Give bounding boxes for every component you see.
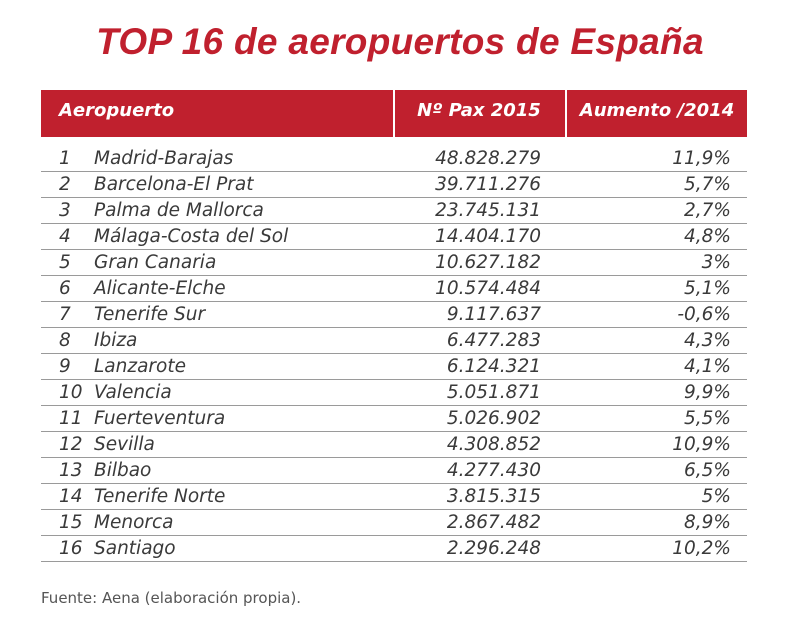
passengers-cell: 48.828.279 [435, 148, 541, 169]
airport-name-cell: Lanzarote [94, 356, 186, 377]
rank-cell: 13 [59, 460, 83, 481]
rank-cell: 10 [59, 382, 83, 403]
table-row: 11 Fuerteventura 5.026.902 5,5% [41, 406, 747, 432]
growth-cell: 8,9% [684, 512, 731, 533]
airport-name-cell: Bilbao [94, 460, 152, 481]
growth-cell: 11,9% [672, 148, 731, 169]
growth-cell: -0,6% [677, 304, 731, 325]
rank-cell: 11 [59, 408, 83, 429]
passengers-cell: 9.117.637 [446, 304, 541, 325]
column-divider [393, 90, 395, 137]
rank-cell: 14 [59, 486, 83, 507]
growth-cell: 4,8% [684, 226, 731, 247]
growth-cell: 4,3% [684, 330, 731, 351]
rank-cell: 4 [59, 226, 71, 247]
growth-cell: 2,7% [684, 200, 731, 221]
passengers-cell: 2.296.248 [446, 538, 541, 559]
airport-name-cell: Barcelona-El Prat [94, 174, 254, 195]
table-header: Aeropuerto Nº Pax 2015 Aumento /2014 [41, 90, 747, 137]
growth-cell: 4,1% [684, 356, 731, 377]
airport-name-cell: Menorca [94, 512, 174, 533]
rank-cell: 8 [59, 330, 71, 351]
table-row: 5 Gran Canaria 10.627.182 3% [41, 250, 747, 276]
growth-cell: 5,7% [684, 174, 731, 195]
table-row: 2 Barcelona-El Prat 39.711.276 5,7% [41, 172, 747, 198]
airport-name-cell: Tenerife Sur [94, 304, 206, 325]
table-row: 9 Lanzarote 6.124.321 4,1% [41, 354, 747, 380]
passengers-cell: 10.627.182 [435, 252, 541, 273]
airports-table: Aeropuerto Nº Pax 2015 Aumento /2014 1 Ma… [41, 90, 747, 562]
rank-cell: 2 [59, 174, 71, 195]
rank-cell: 6 [59, 278, 71, 299]
passengers-cell: 5.051.871 [446, 382, 541, 403]
growth-cell: 10,9% [672, 434, 731, 455]
airport-name-cell: Palma de Mallorca [94, 200, 264, 221]
airport-name-cell: Gran Canaria [94, 252, 217, 273]
passengers-cell: 14.404.170 [435, 226, 541, 247]
airport-name-cell: Santiago [94, 538, 176, 559]
passengers-cell: 5.026.902 [446, 408, 541, 429]
table-row: 8 Ibiza 6.477.283 4,3% [41, 328, 747, 354]
column-divider [565, 90, 567, 137]
airport-name-cell: Ibiza [94, 330, 138, 351]
table-row: 15 Menorca 2.867.482 8,9% [41, 510, 747, 536]
passengers-cell: 3.815.315 [446, 486, 541, 507]
rank-cell: 12 [59, 434, 83, 455]
passengers-cell: 6.477.283 [446, 330, 541, 351]
table-row: 3 Palma de Mallorca 23.745.131 2,7% [41, 198, 747, 224]
growth-cell: 5,1% [684, 278, 731, 299]
table-body: 1 Madrid-Barajas 48.828.279 11,9% 2 Barcelona… [41, 146, 747, 562]
rank-cell: 15 [59, 512, 83, 533]
passengers-cell: 4.308.852 [446, 434, 541, 455]
page-title: TOP 16 de aeropuertos de España [96, 21, 704, 62]
passengers-cell: 2.867.482 [446, 512, 541, 533]
table-row: 12 Sevilla 4.308.852 10,9% [41, 432, 747, 458]
table-row: 4 Málaga-Costa del Sol 14.404.170 4,8% [41, 224, 747, 250]
airport-name-cell: Fuerteventura [94, 408, 226, 429]
growth-cell: 5,5% [684, 408, 731, 429]
rank-cell: 7 [59, 304, 71, 325]
rank-cell: 16 [59, 538, 83, 559]
table-row: 6 Alicante-Elche 10.574.484 5,1% [41, 276, 747, 302]
table-row: 16 Santiago 2.296.248 10,2% [41, 536, 747, 562]
table-row: 10 Valencia 5.051.871 9,9% [41, 380, 747, 406]
growth-cell: 6,5% [684, 460, 731, 481]
table-row: 7 Tenerife Sur 9.117.637 -0,6% [41, 302, 747, 328]
table-row: 14 Tenerife Norte 3.815.315 5% [41, 484, 747, 510]
column-header-growth: Aumento /2014 [579, 100, 735, 121]
rank-cell: 3 [59, 200, 71, 221]
column-header-pax: Nº Pax 2015 [417, 100, 541, 121]
growth-cell: 5% [701, 486, 731, 507]
table-row: 1 Madrid-Barajas 48.828.279 11,9% [41, 146, 747, 172]
growth-cell: 3% [701, 252, 731, 273]
airport-name-cell: Tenerife Norte [94, 486, 226, 507]
growth-cell: 9,9% [684, 382, 731, 403]
passengers-cell: 6.124.321 [446, 356, 541, 377]
airport-name-cell: Alicante-Elche [94, 278, 226, 299]
airport-name-cell: Valencia [94, 382, 172, 403]
rank-cell: 1 [59, 148, 71, 169]
airport-name-cell: Madrid-Barajas [94, 148, 234, 169]
passengers-cell: 39.711.276 [435, 174, 541, 195]
growth-cell: 10,2% [672, 538, 731, 559]
passengers-cell: 10.574.484 [435, 278, 541, 299]
passengers-cell: 4.277.430 [446, 460, 541, 481]
column-header-airport: Aeropuerto [59, 100, 175, 121]
rank-cell: 5 [59, 252, 71, 273]
passengers-cell: 23.745.131 [435, 200, 541, 221]
table-row: 13 Bilbao 4.277.430 6,5% [41, 458, 747, 484]
airport-name-cell: Sevilla [94, 434, 155, 455]
source-note: Fuente: Aena (elaboración propia). [41, 589, 302, 607]
airport-name-cell: Málaga-Costa del Sol [94, 226, 289, 247]
rank-cell: 9 [59, 356, 71, 377]
